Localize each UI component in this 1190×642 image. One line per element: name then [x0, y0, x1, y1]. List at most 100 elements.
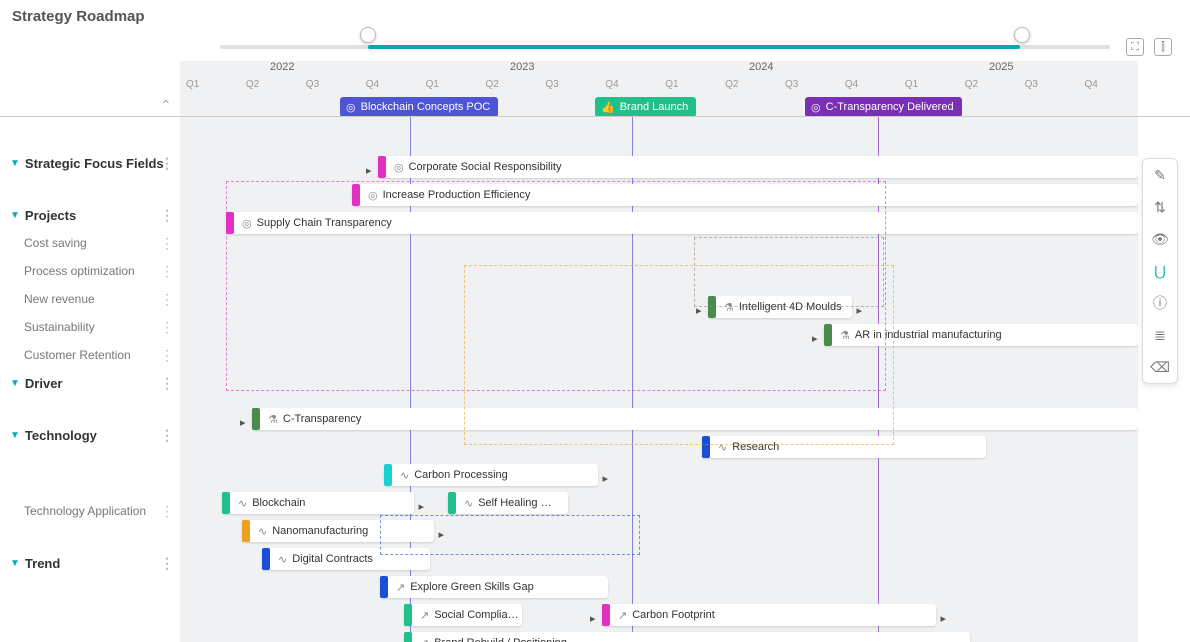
- caret-icon: ▼: [10, 378, 20, 389]
- group-header[interactable]: ▼Strategic Focus Fields⋮: [0, 149, 180, 177]
- dep-in-icon: ▸: [696, 304, 702, 317]
- lane: ∿Nanomanufacturing▸: [180, 517, 1138, 545]
- bar-color-tick: [824, 324, 832, 346]
- milestone-label: Blockchain Concepts POC: [361, 101, 491, 113]
- milestone[interactable]: ◎Blockchain Concepts POC: [340, 97, 498, 116]
- child-label: Sustainability: [24, 320, 95, 334]
- timeline-bar[interactable]: ▸⚗C-Transparency: [252, 408, 1138, 430]
- grip-icon[interactable]: ⋮: [160, 291, 174, 308]
- grip-icon[interactable]: ⋮: [160, 155, 174, 172]
- fit-icon[interactable]: ⛶: [1126, 38, 1144, 56]
- dep-in-icon: ▸: [812, 332, 818, 345]
- group-child[interactable]: Customer Retention ⋮: [0, 341, 180, 369]
- quarter-label: Q3: [785, 79, 798, 90]
- group-child[interactable]: Technology Application ⋮: [0, 497, 180, 525]
- slider-thumb-left[interactable]: [360, 27, 376, 43]
- lane: ▸⚗C-Transparency: [180, 405, 1138, 433]
- timeline-bar[interactable]: ∿Nanomanufacturing▸: [242, 520, 434, 542]
- chart-icon[interactable]: ⫿: [1154, 38, 1172, 56]
- bar-label: Supply Chain Transparency: [257, 217, 392, 229]
- timeline-bar[interactable]: ∿Blockchain▸: [222, 492, 414, 514]
- quarter-label: Q3: [306, 79, 319, 90]
- dep-out-icon: ▸: [940, 612, 946, 625]
- milestone-label: Brand Launch: [620, 101, 689, 113]
- bar-color-tick: [708, 296, 716, 318]
- grip-icon[interactable]: ⋮: [160, 375, 174, 392]
- group-label: Strategic Focus Fields: [25, 156, 164, 171]
- lane: ◎Supply Chain Transparency: [180, 209, 1138, 237]
- dep-in-icon: ▸: [240, 416, 246, 429]
- grip-icon[interactable]: ⋮: [160, 319, 174, 336]
- bar-type-icon: ∿: [400, 469, 409, 482]
- list-icon[interactable]: ≣: [1150, 325, 1170, 345]
- bar-label: AR in industrial manufacturing: [855, 329, 1002, 341]
- group-child[interactable]: Sustainability ⋮: [0, 313, 180, 341]
- archive-icon[interactable]: ⌫: [1150, 357, 1170, 377]
- bar-label: Corporate Social Responsibility: [409, 161, 562, 173]
- lane: ▸◎Corporate Social Responsibility: [180, 153, 1138, 181]
- zoom-slider[interactable]: ⛶ ⫿: [0, 33, 1190, 61]
- quarter-label: Q1: [905, 79, 918, 90]
- grip-icon[interactable]: ⋮: [160, 235, 174, 252]
- timeline-bar[interactable]: ▸◎Corporate Social Responsibility: [378, 156, 1138, 178]
- group-child[interactable]: Cost saving⋮: [0, 229, 180, 257]
- bar-color-tick: [378, 156, 386, 178]
- lane: [180, 125, 1138, 153]
- bar-color-tick: [242, 520, 250, 542]
- timeline-bar[interactable]: ↗ Social Complia…: [404, 604, 522, 626]
- quarter-label: Q1: [186, 79, 199, 90]
- group-child[interactable]: New revenue⋮: [0, 285, 180, 313]
- grip-icon[interactable]: ⋮: [160, 263, 174, 280]
- sort-icon[interactable]: ⇅: [1150, 197, 1170, 217]
- group-header[interactable]: ▼Trend⋮: [0, 549, 180, 577]
- bar-type-icon: ⚗: [268, 413, 278, 426]
- grip-icon[interactable]: ⋮: [160, 427, 174, 444]
- grip-icon[interactable]: ⋮: [160, 555, 174, 572]
- bar-label: Carbon Processing: [414, 469, 508, 481]
- lane: ▸ ⚗ AR in industrial manufacturing: [180, 321, 1138, 349]
- eye-icon[interactable]: 👁: [1150, 229, 1170, 249]
- magnet-icon[interactable]: ⋃: [1150, 261, 1170, 281]
- timeline-bar[interactable]: ↗Explore Green Skills Gap: [380, 576, 608, 598]
- grip-icon[interactable]: ⋮: [160, 207, 174, 224]
- bar-label: Social Complia…: [434, 609, 518, 621]
- timeline-bar[interactable]: ▸⚗AR in industrial manufacturing: [824, 324, 1138, 346]
- bar-label: Self Healing …: [478, 497, 551, 509]
- edit-icon[interactable]: ✎: [1150, 165, 1170, 185]
- group-child[interactable]: Process optimization⋮: [0, 257, 180, 285]
- timeline-bar[interactable]: ∿Self Healing …: [448, 492, 568, 514]
- child-label: Technology Application: [24, 504, 146, 518]
- timeline-bar[interactable]: ∿Carbon Processing▸: [384, 464, 598, 486]
- timeline-bar[interactable]: ∿Research: [702, 436, 986, 458]
- grip-icon[interactable]: ⋮: [160, 347, 174, 364]
- bar-label: Increase Production Efficiency: [383, 189, 531, 201]
- group-header[interactable]: ▼Technology⋮: [0, 421, 180, 449]
- milestone[interactable]: 👍 Brand Launch: [595, 97, 696, 116]
- right-toolbar: ✎ ⇅ 👁 ⋃ ⓘ ≣ ⌫: [1142, 158, 1178, 384]
- grip-icon[interactable]: ⋮: [160, 503, 174, 520]
- lane: ∿Digital Contracts: [180, 545, 1138, 573]
- quarter-label: Q4: [845, 79, 858, 90]
- lane: [180, 265, 1138, 293]
- dep-out-icon: ▸: [418, 500, 424, 513]
- quarter-label: Q2: [246, 79, 259, 90]
- timeline-bar[interactable]: ◎Supply Chain Transparency: [226, 212, 1138, 234]
- info-icon[interactable]: ⓘ: [1150, 293, 1170, 313]
- milestone-icon: 👍: [601, 101, 615, 114]
- timeline-bar[interactable]: ▸⚗Intelligent 4D Moulds▸: [708, 296, 852, 318]
- timeline-bar[interactable]: ◎Increase Production Efficiency: [352, 184, 1138, 206]
- bar-type-icon: ↗: [420, 609, 429, 622]
- bar-type-icon: ◎: [394, 161, 404, 174]
- quarter-label: Q1: [665, 79, 678, 90]
- milestone[interactable]: ◎C-Transparency Delivered: [805, 97, 962, 116]
- group-header[interactable]: ▼Projects⋮: [0, 201, 180, 229]
- timeline-bar[interactable]: ∿Digital Contracts: [262, 548, 430, 570]
- slider-thumb-right[interactable]: [1014, 27, 1030, 43]
- timeline-bar[interactable]: ▸↗Carbon Footprint▸: [602, 604, 936, 626]
- bar-type-icon: ⚗: [840, 329, 850, 342]
- collapse-icon[interactable]: ⌃: [160, 97, 172, 114]
- timeline-bar[interactable]: ↗Brand Rebuild / Positioning: [404, 632, 970, 642]
- child-label: Customer Retention: [24, 348, 131, 362]
- bar-color-tick: [404, 632, 412, 642]
- group-header[interactable]: ▼Driver⋮: [0, 369, 180, 397]
